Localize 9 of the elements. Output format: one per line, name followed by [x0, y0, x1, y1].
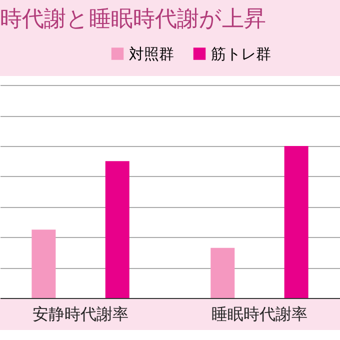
x-tick-label: 安静時代謝率 [32, 304, 129, 324]
x-tick-label: 睡眠時代謝率 [211, 304, 308, 324]
bar [284, 146, 308, 298]
bar [210, 248, 235, 298]
bar [105, 161, 130, 298]
legend-label: 筋トレ群 [211, 44, 271, 63]
bar [32, 230, 56, 298]
chart-title: 時代謝と睡眠時代謝が上昇 [0, 7, 266, 32]
legend-label: 対照群 [129, 44, 174, 63]
